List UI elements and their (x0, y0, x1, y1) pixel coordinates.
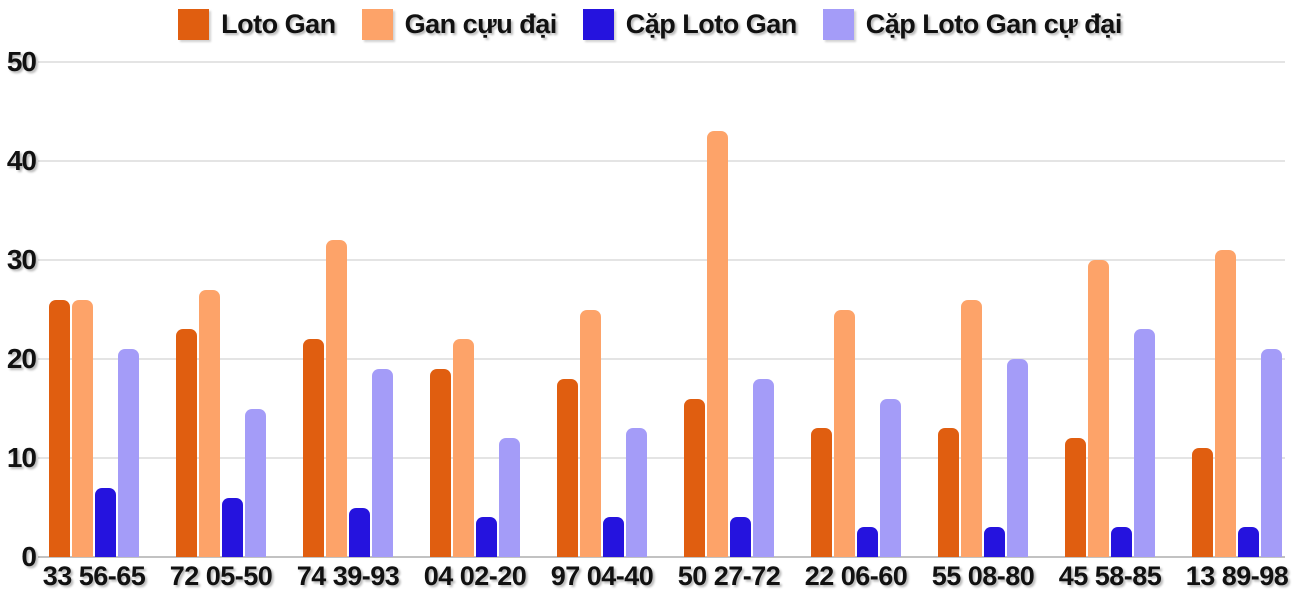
bar-cap-loto-gan-22-06-60[interactable] (857, 527, 878, 557)
y-tick-label-20: 20 (6, 343, 37, 374)
bar-loto-gan-33-56-65[interactable] (49, 299, 70, 557)
x-tick-label-72-05-50: 72 05-50 (169, 561, 273, 591)
legend-swatch-cap-loto-gan (582, 9, 614, 40)
bar-cap-loto-gan-cu-dai-22-06-60[interactable] (880, 398, 901, 557)
bar-cap-loto-gan-74-39-93[interactable] (349, 507, 370, 557)
bar-gan-cuu-dai-22-06-60[interactable] (834, 309, 855, 557)
x-tick-label-04-02-20: 04 02-20 (423, 561, 527, 591)
bar-cap-loto-gan-33-56-65[interactable] (95, 487, 116, 557)
gridline-50 (38, 61, 1285, 63)
bar-cap-loto-gan-cu-dai-45-58-85[interactable] (1134, 329, 1155, 557)
legend-item-gan-cuu-dai[interactable]: Gan cựu đại (361, 9, 558, 40)
y-tick-label-0: 0 (21, 541, 37, 572)
bar-cap-loto-gan-cu-dai-55-08-80[interactable] (1007, 359, 1028, 557)
legend-label: Loto Gan (221, 9, 336, 39)
bar-gan-cuu-dai-97-04-40[interactable] (580, 309, 601, 557)
bar-gan-cuu-dai-72-05-50[interactable] (199, 289, 220, 557)
bar-cap-loto-gan-cu-dai-72-05-50[interactable] (245, 408, 266, 557)
bar-loto-gan-13-89-98[interactable] (1192, 448, 1213, 557)
x-tick-label-97-04-40: 97 04-40 (550, 561, 654, 591)
bar-cap-loto-gan-cu-dai-33-56-65[interactable] (118, 349, 139, 557)
bar-cap-loto-gan-cu-dai-50-27-72[interactable] (753, 378, 774, 557)
bar-cap-loto-gan-cu-dai-13-89-98[interactable] (1261, 349, 1282, 557)
bar-gan-cuu-dai-55-08-80[interactable] (961, 299, 982, 557)
y-tick-label-10: 10 (6, 442, 37, 473)
gridline-40 (38, 160, 1285, 162)
legend-swatch-cap-loto-gan-cu-dai (822, 9, 854, 40)
chart-legend: Loto Gan Gan cựu đại Cặp Loto Gan Cặp Loto … (0, 9, 1300, 40)
legend-item-loto-gan[interactable]: Loto Gan (178, 9, 336, 40)
bar-loto-gan-45-58-85[interactable] (1065, 438, 1086, 557)
x-tick-label-74-39-93: 74 39-93 (296, 561, 400, 591)
legend-label: Gan cựu đại (404, 9, 558, 39)
x-axis-baseline (38, 556, 1285, 558)
bar-gan-cuu-dai-04-02-20[interactable] (453, 339, 474, 557)
legend-label: Cặp Loto Gan cự đại (865, 9, 1123, 39)
bar-cap-loto-gan-cu-dai-97-04-40[interactable] (626, 428, 647, 557)
bar-gan-cuu-dai-50-27-72[interactable] (707, 131, 728, 557)
bar-gan-cuu-dai-13-89-98[interactable] (1215, 250, 1236, 557)
bar-loto-gan-55-08-80[interactable] (938, 428, 959, 557)
bar-cap-loto-gan-72-05-50[interactable] (222, 497, 243, 557)
gridline-20 (38, 358, 1285, 360)
bar-cap-loto-gan-13-89-98[interactable] (1238, 527, 1259, 557)
legend-label: Cặp Loto Gan (625, 9, 798, 39)
x-tick-label-45-58-85: 45 58-85 (1058, 561, 1162, 591)
bar-cap-loto-gan-50-27-72[interactable] (730, 517, 751, 557)
gridline-10 (38, 457, 1285, 459)
bar-cap-loto-gan-cu-dai-74-39-93[interactable] (372, 368, 393, 557)
bar-gan-cuu-dai-45-58-85[interactable] (1088, 260, 1109, 557)
legend-item-cap-loto-gan[interactable]: Cặp Loto Gan (582, 9, 798, 40)
bar-loto-gan-04-02-20[interactable] (430, 368, 451, 557)
y-tick-label-40: 40 (6, 145, 37, 176)
legend-swatch-gan-cuu-dai (361, 9, 393, 40)
bar-cap-loto-gan-45-58-85[interactable] (1111, 527, 1132, 557)
bar-cap-loto-gan-97-04-40[interactable] (603, 517, 624, 557)
x-tick-label-13-89-98: 13 89-98 (1185, 561, 1289, 591)
x-tick-label-33-56-65: 33 56-65 (42, 561, 146, 591)
bar-cap-loto-gan-cu-dai-04-02-20[interactable] (499, 438, 520, 557)
x-tick-label-55-08-80: 55 08-80 (931, 561, 1035, 591)
legend-swatch-loto-gan (178, 9, 210, 40)
y-tick-label-50: 50 (6, 46, 37, 77)
x-tick-label-22-06-60: 22 06-60 (804, 561, 908, 591)
gridline-30 (38, 259, 1285, 261)
y-tick-label-30: 30 (6, 244, 37, 275)
bar-loto-gan-74-39-93[interactable] (303, 339, 324, 557)
x-tick-label-50-27-72: 50 27-72 (677, 561, 781, 591)
bar-loto-gan-50-27-72[interactable] (684, 398, 705, 557)
bar-loto-gan-97-04-40[interactable] (557, 378, 578, 557)
bar-loto-gan-72-05-50[interactable] (176, 329, 197, 557)
bar-gan-cuu-dai-74-39-93[interactable] (326, 240, 347, 557)
legend-item-cap-loto-gan-cu-dai[interactable]: Cặp Loto Gan cự đại (822, 9, 1123, 40)
bar-cap-loto-gan-55-08-80[interactable] (984, 527, 1005, 557)
bar-gan-cuu-dai-33-56-65[interactable] (72, 299, 93, 557)
bar-loto-gan-22-06-60[interactable] (811, 428, 832, 557)
bar-cap-loto-gan-04-02-20[interactable] (476, 517, 497, 557)
